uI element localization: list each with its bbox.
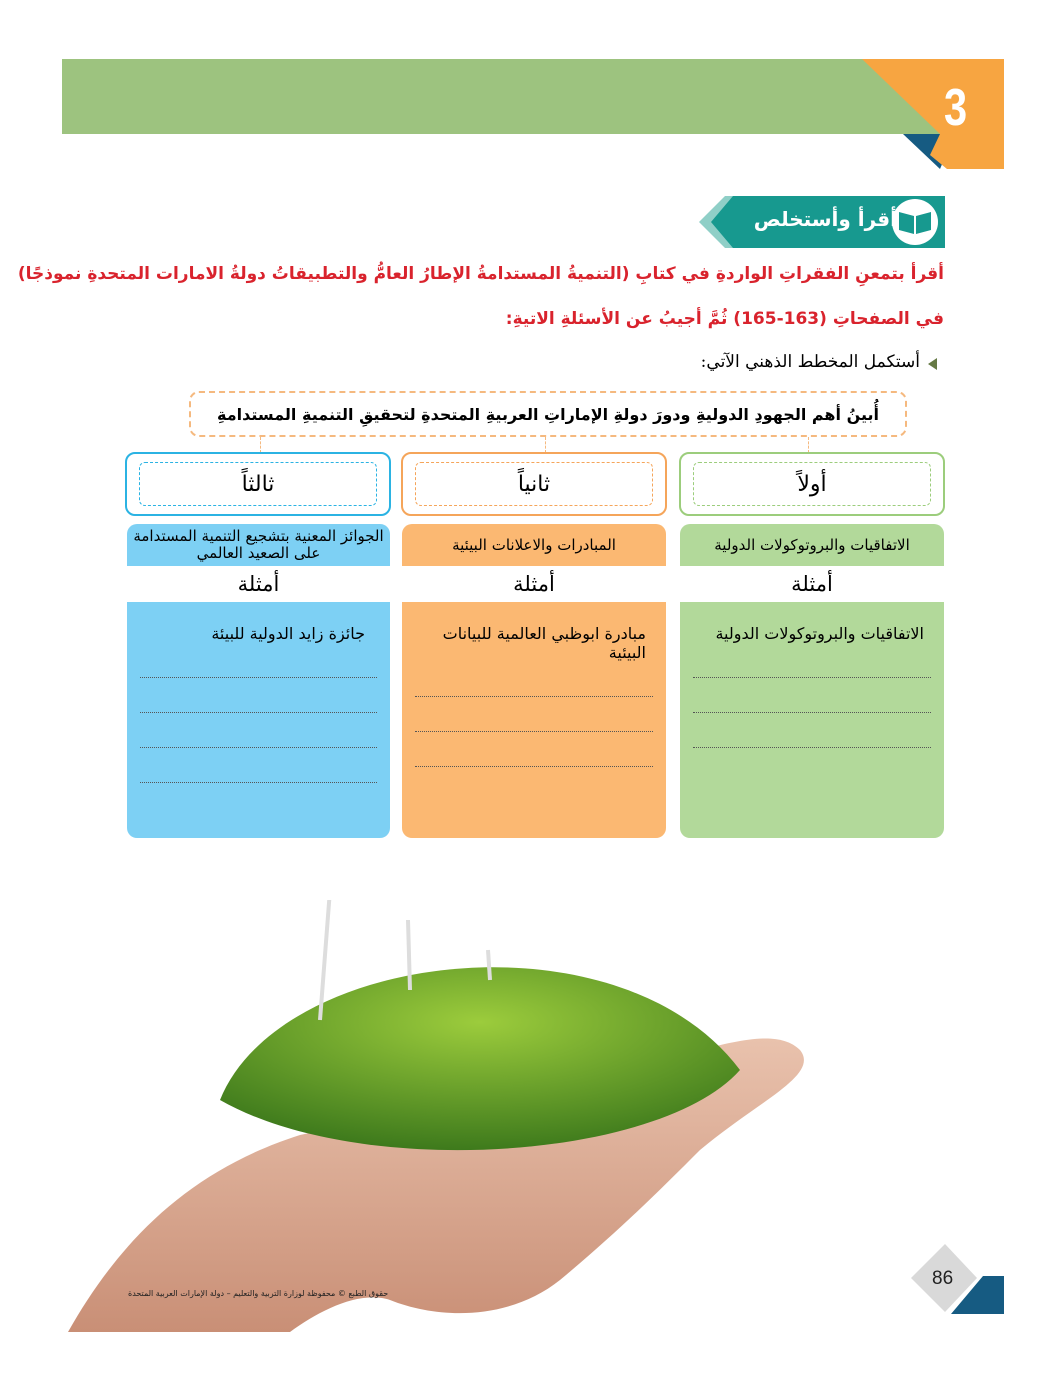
connector bbox=[545, 437, 546, 453]
column-heading: الاتفاقيات والبروتوكولات الدولية bbox=[714, 535, 910, 554]
answer-line[interactable] bbox=[140, 643, 377, 678]
unit-number: 3 bbox=[944, 79, 968, 137]
globe bbox=[220, 967, 740, 1151]
examples-label: أمثلة bbox=[127, 566, 390, 602]
connector bbox=[260, 437, 261, 453]
blue-triangle bbox=[903, 134, 946, 169]
label-box-third: ثالثاً bbox=[125, 452, 391, 516]
connector bbox=[808, 437, 809, 453]
mindmap-question: أُبينُ أهم الجهودِ الدوليةِ ودورَ دولةِ … bbox=[189, 391, 907, 437]
column-third: الجوائز المعنية بتشجيع التنمية المستدامة… bbox=[127, 524, 390, 838]
copyright-text: حقوق الطبع © محفوظة لوزارة التربية والتع… bbox=[128, 1289, 389, 1298]
answer-text: الاتفاقيات والبروتوكولات الدولية bbox=[715, 624, 924, 643]
instruction-line-2: في الصفحاتِ (163-165) ثُمَّ أجيبُ عن الأ… bbox=[505, 309, 944, 329]
label-third: ثالثاً bbox=[139, 462, 377, 506]
label-box-second: ثانياً bbox=[401, 452, 667, 516]
label-first: أولاً bbox=[693, 462, 931, 506]
answer-line[interactable] bbox=[415, 662, 653, 697]
task-text: أستكمل المخطط الذهني الآتي: bbox=[700, 352, 920, 372]
section-title: أقرأ وأستخلص bbox=[753, 207, 897, 231]
section-tab bbox=[699, 196, 945, 248]
label-second: ثانياً bbox=[415, 462, 653, 506]
answer-line[interactable] bbox=[415, 697, 653, 732]
page-number-badge bbox=[911, 1244, 1004, 1314]
green-band bbox=[62, 59, 942, 134]
column-heading: الجوائز المعنية بتشجيع التنمية المستدامة… bbox=[133, 527, 384, 562]
bullet-arrow-icon bbox=[928, 358, 937, 370]
unit-header-band bbox=[62, 59, 1004, 169]
open-book-icon bbox=[899, 212, 931, 234]
answer-line[interactable] bbox=[693, 643, 931, 678]
column-heading: المبادرات والاعلانات البيئية bbox=[452, 535, 616, 554]
page-number: 86 bbox=[932, 1268, 954, 1289]
label-box-first: أولاً bbox=[679, 452, 945, 516]
examples-label: أمثلة bbox=[402, 566, 666, 602]
answer-line[interactable] bbox=[140, 678, 377, 713]
answer-line[interactable] bbox=[140, 713, 377, 748]
answer-line[interactable] bbox=[140, 748, 377, 783]
answer-line[interactable] bbox=[693, 713, 931, 748]
column-first: الاتفاقيات والبروتوكولات الدولية أمثلة ا… bbox=[680, 524, 944, 838]
instruction-line-1: أقرأ بتمعنِ الفقراتِ الواردةِ في كتابِ (… bbox=[17, 264, 944, 284]
column-second: المبادرات والاعلانات البيئية أمثلة مبادر… bbox=[402, 524, 666, 838]
examples-label: أمثلة bbox=[680, 566, 944, 602]
wind-turbines bbox=[318, 900, 492, 1021]
hand-globe-illustration bbox=[68, 900, 804, 1332]
orange-corner bbox=[862, 59, 1004, 169]
answer-text: جائزة زايد الدولية للبيئة bbox=[211, 624, 365, 643]
answer-text: مبادرة ابوظبي العالمية للبيانات البيئية bbox=[442, 624, 646, 662]
answer-line[interactable] bbox=[415, 732, 653, 767]
question-text: أُبينُ أهم الجهودِ الدوليةِ ودورَ دولةِ … bbox=[217, 404, 879, 424]
answer-line[interactable] bbox=[693, 678, 931, 713]
